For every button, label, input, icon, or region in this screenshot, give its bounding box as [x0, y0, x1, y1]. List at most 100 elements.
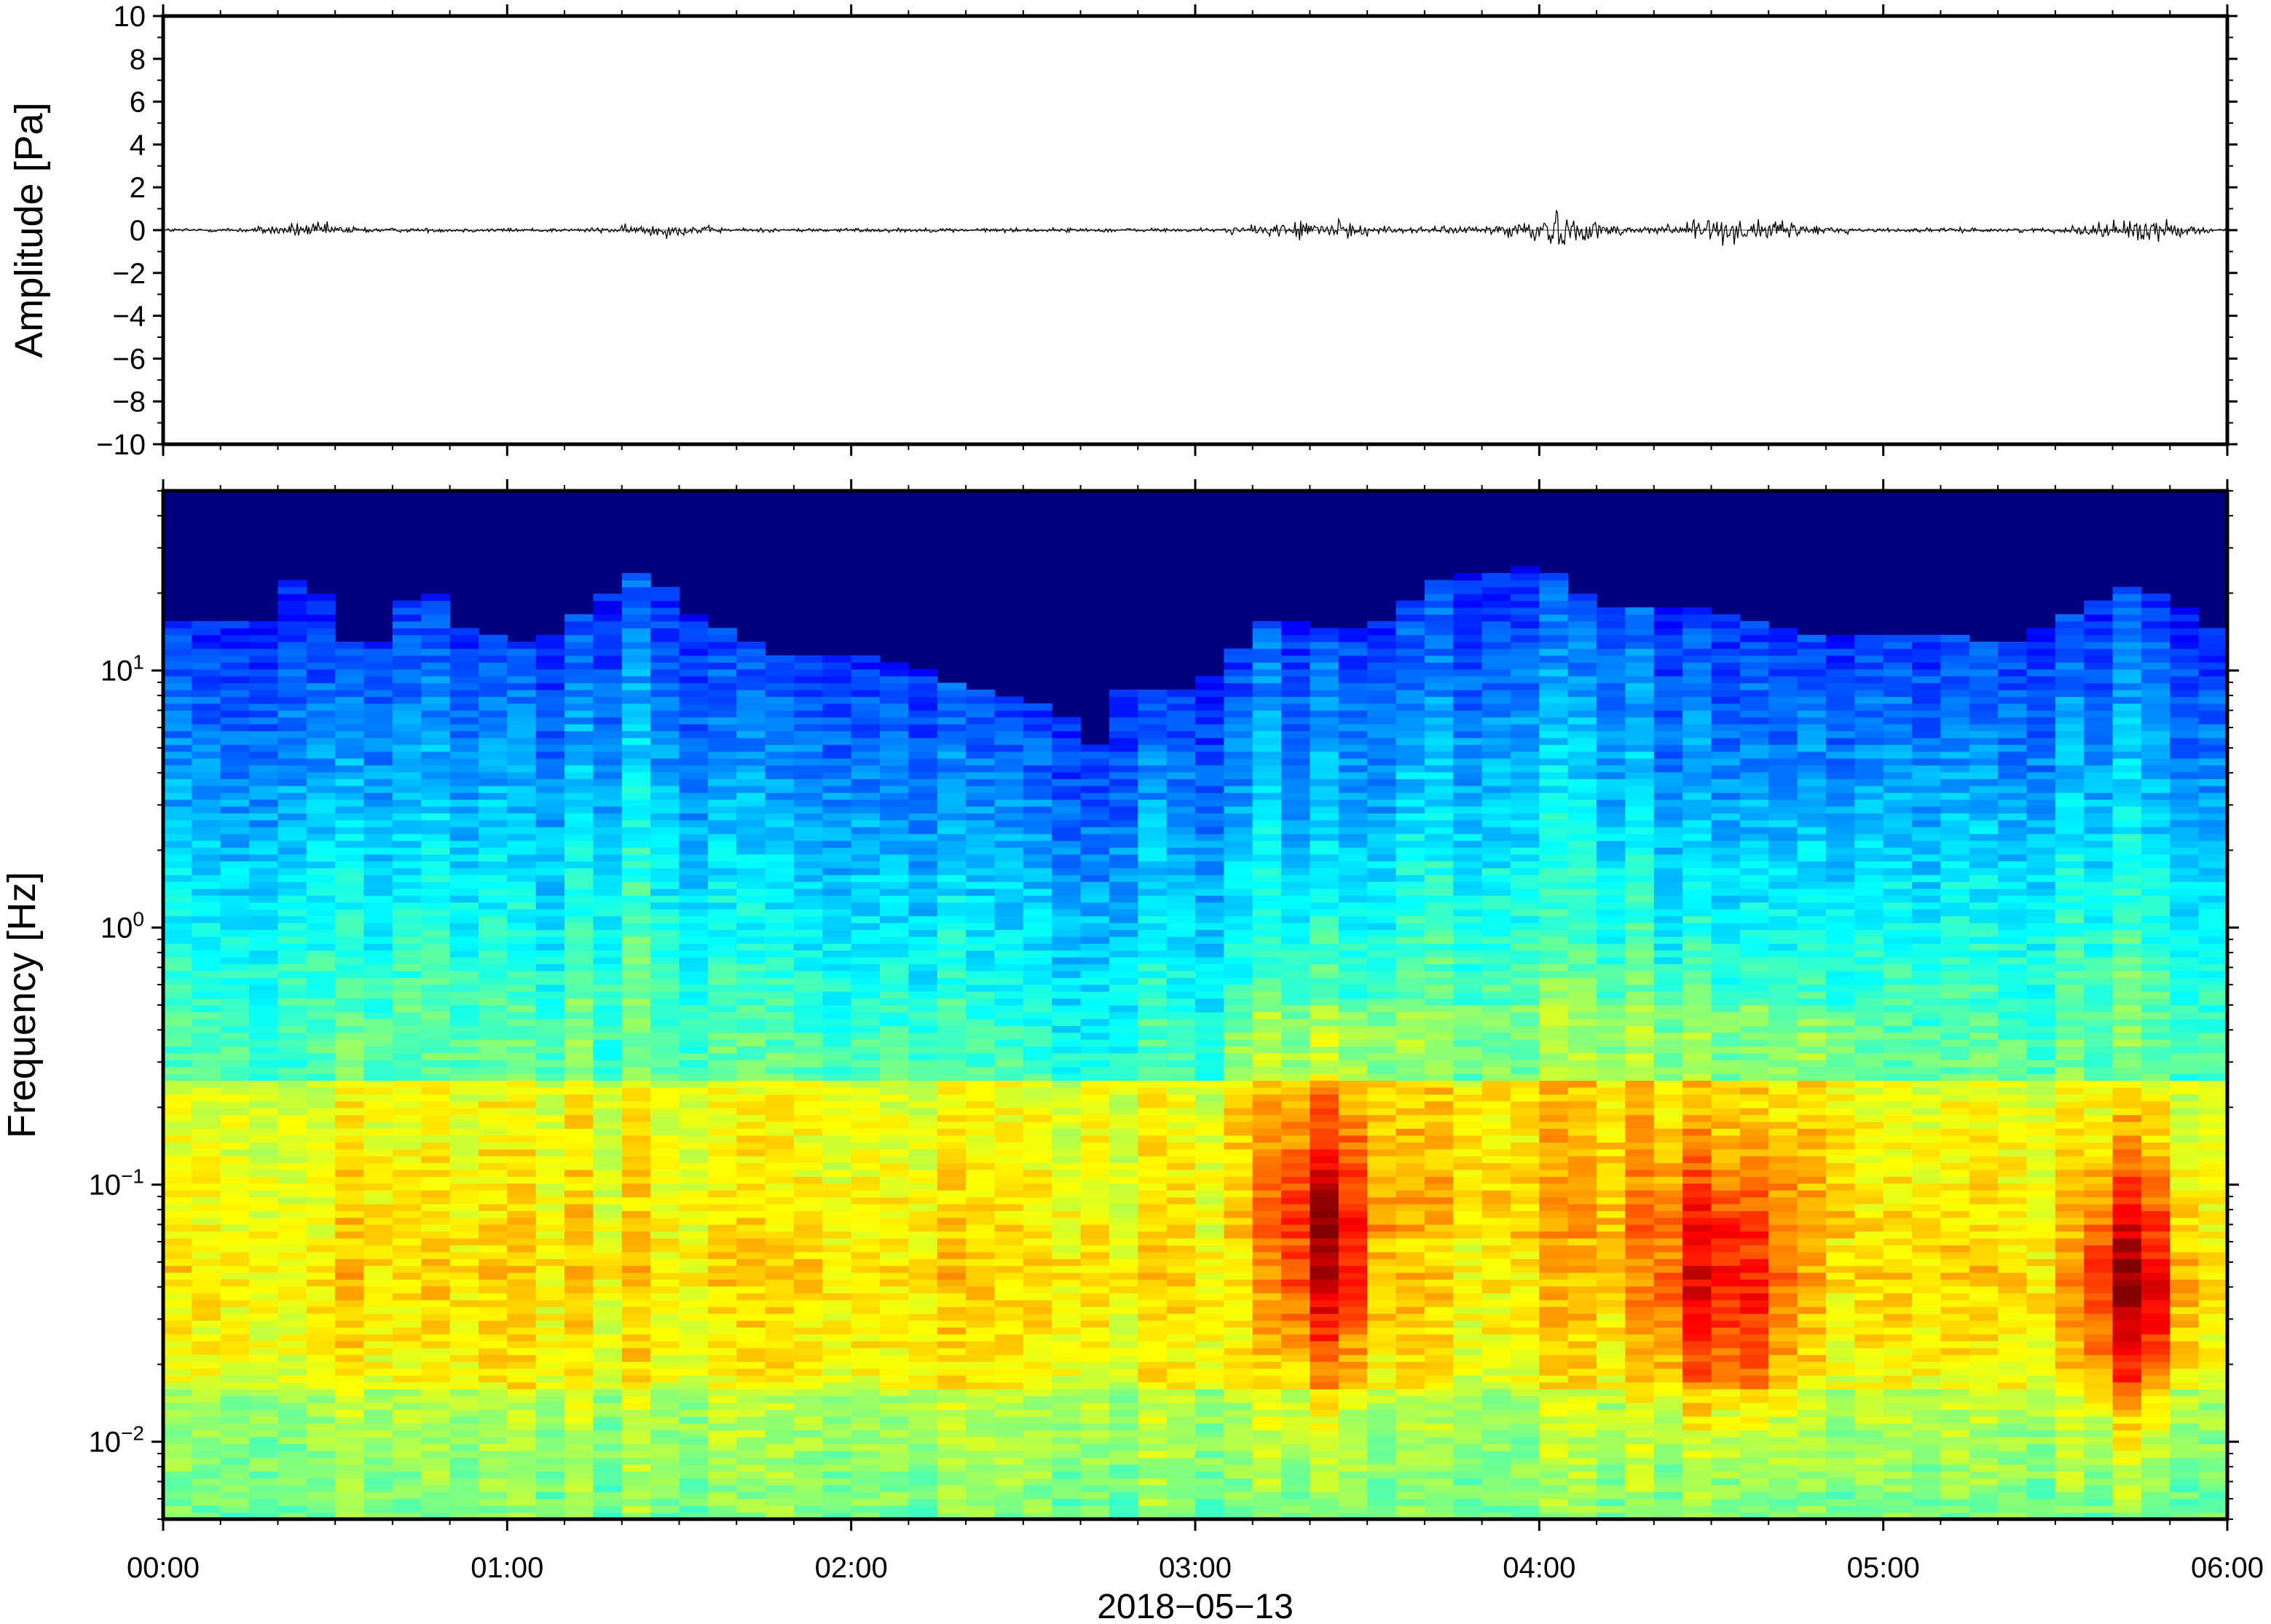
spectrogram-cell	[507, 957, 537, 965]
spectrogram-cell	[163, 1100, 192, 1108]
spectrogram-cell	[1166, 792, 1196, 800]
spectrogram-cell	[736, 710, 766, 718]
spectrogram-cell	[535, 1279, 565, 1287]
spectrogram-cell	[535, 1169, 565, 1177]
spectrogram-cell	[1195, 1293, 1224, 1301]
spectrogram-cell	[479, 662, 508, 670]
spectrogram-cell	[736, 1122, 766, 1129]
spectrogram-cell	[966, 1176, 996, 1184]
spectrogram-cell	[564, 1148, 594, 1156]
spectrogram-cell	[163, 662, 192, 670]
spectrogram-cell	[564, 819, 594, 827]
spectrogram-cell	[679, 861, 709, 869]
spectrogram-cell	[535, 1156, 565, 1164]
spectrogram-cell	[564, 1251, 594, 1259]
spectrogram-cell	[449, 703, 479, 711]
spectrogram-cell	[335, 936, 365, 944]
spectrogram-cell	[392, 1128, 422, 1136]
spectrogram-cell	[1166, 1094, 1196, 1102]
spectrogram-cell	[765, 902, 795, 910]
spectrogram-cell	[192, 1437, 221, 1444]
spectrogram-cell	[535, 1258, 565, 1266]
spectrogram-cell	[707, 929, 737, 937]
spectrogram-cell	[363, 1169, 393, 1177]
spectrogram-cell	[421, 1258, 451, 1266]
spectrogram-cell	[707, 923, 737, 930]
spectrogram-cell	[765, 1512, 795, 1519]
spectrogram-cell	[679, 662, 709, 670]
spectrogram-cell	[278, 1217, 307, 1225]
spectrogram-cell	[1166, 1437, 1196, 1444]
spectrogram-cell	[593, 1368, 623, 1376]
spectrogram-cell	[564, 1245, 594, 1253]
spectrogram-cell	[851, 1293, 881, 1301]
spectrogram-cell	[679, 1313, 709, 1321]
spectrogram-cell	[1023, 1381, 1052, 1390]
spectrogram-cell	[650, 1128, 680, 1136]
spectrogram-cell	[765, 833, 795, 841]
spectrogram-cell	[163, 1073, 192, 1081]
spectrogram-cell	[192, 847, 221, 855]
spectrogram-cell	[793, 724, 823, 732]
spectrogram-cell	[851, 1108, 881, 1116]
spectrogram-cell	[249, 1457, 279, 1465]
waveform-frame	[161, 14, 2229, 446]
spectrogram-cell	[1080, 1108, 1110, 1116]
spectrogram-cell	[278, 1423, 307, 1431]
spectrogram-cell	[822, 785, 852, 793]
spectrogram-cell	[880, 1355, 909, 1363]
spectrogram-cell	[449, 1025, 479, 1033]
spectrogram-cell	[707, 847, 737, 855]
spectrogram-cell	[564, 915, 594, 923]
spectrogram-cell	[1195, 1142, 1224, 1150]
spectrogram-cell	[507, 1066, 537, 1074]
spectrogram-cell	[507, 1018, 537, 1026]
spectrogram-cell	[507, 1450, 537, 1458]
spectrogram-cell	[736, 799, 766, 807]
spectrogram-cell	[966, 1368, 996, 1376]
spectrogram-cell	[449, 1162, 479, 1170]
spectrogram-cell	[621, 813, 651, 821]
spectrogram-cell	[621, 1100, 651, 1108]
spectrogram-cell	[736, 1066, 766, 1074]
spectrogram-cell	[822, 1012, 852, 1020]
spectrogram-cell	[1195, 929, 1224, 937]
spectrogram-cell	[220, 1066, 250, 1074]
spectrogram-cell	[249, 1122, 279, 1129]
spectrogram-cell	[1023, 977, 1052, 985]
spectrogram-cell	[1109, 1333, 1138, 1341]
spectrogram-cell	[994, 847, 1024, 855]
spectrogram-cell	[593, 1245, 623, 1253]
spectrogram-cell	[679, 1333, 709, 1341]
spectrogram-cell	[1138, 833, 1168, 841]
spectrogram-cell	[822, 1114, 852, 1122]
spectrogram-cell	[793, 771, 823, 779]
spectrogram-cell	[880, 977, 909, 985]
spectrogram-cell	[421, 963, 451, 971]
spectrogram-cell	[908, 1032, 938, 1040]
spectrogram-cell	[679, 1375, 709, 1383]
spectrogram-column	[679, 614, 709, 1519]
spectrogram-cell	[1224, 1389, 1253, 1397]
spectrogram-cell	[994, 1169, 1024, 1177]
spectrogram-cell	[650, 1265, 680, 1273]
spectrogram-cell	[535, 1197, 565, 1205]
spectrogram-cell	[192, 1265, 221, 1273]
spectrogram-cell	[363, 779, 393, 787]
spectrogram-cell	[851, 724, 881, 732]
spectrogram-cell	[421, 1430, 451, 1438]
spectrogram-cell	[306, 682, 336, 690]
spectrogram-cell	[335, 690, 365, 697]
spectrogram-cell	[1052, 771, 1082, 779]
spectrogram-cell	[220, 861, 250, 869]
spectrogram-cell	[880, 984, 909, 992]
spectrogram-cell	[535, 806, 565, 813]
spectrogram-cell	[1138, 991, 1168, 999]
spectrogram-cell	[306, 895, 336, 903]
spectrogram-cell	[880, 737, 909, 745]
spectrogram-cell	[1109, 875, 1138, 883]
spectrogram-cell	[392, 690, 422, 697]
spectrogram-cell	[363, 1293, 393, 1301]
spectrogram-cell	[966, 1313, 996, 1321]
spectrogram-cell	[765, 1437, 795, 1444]
